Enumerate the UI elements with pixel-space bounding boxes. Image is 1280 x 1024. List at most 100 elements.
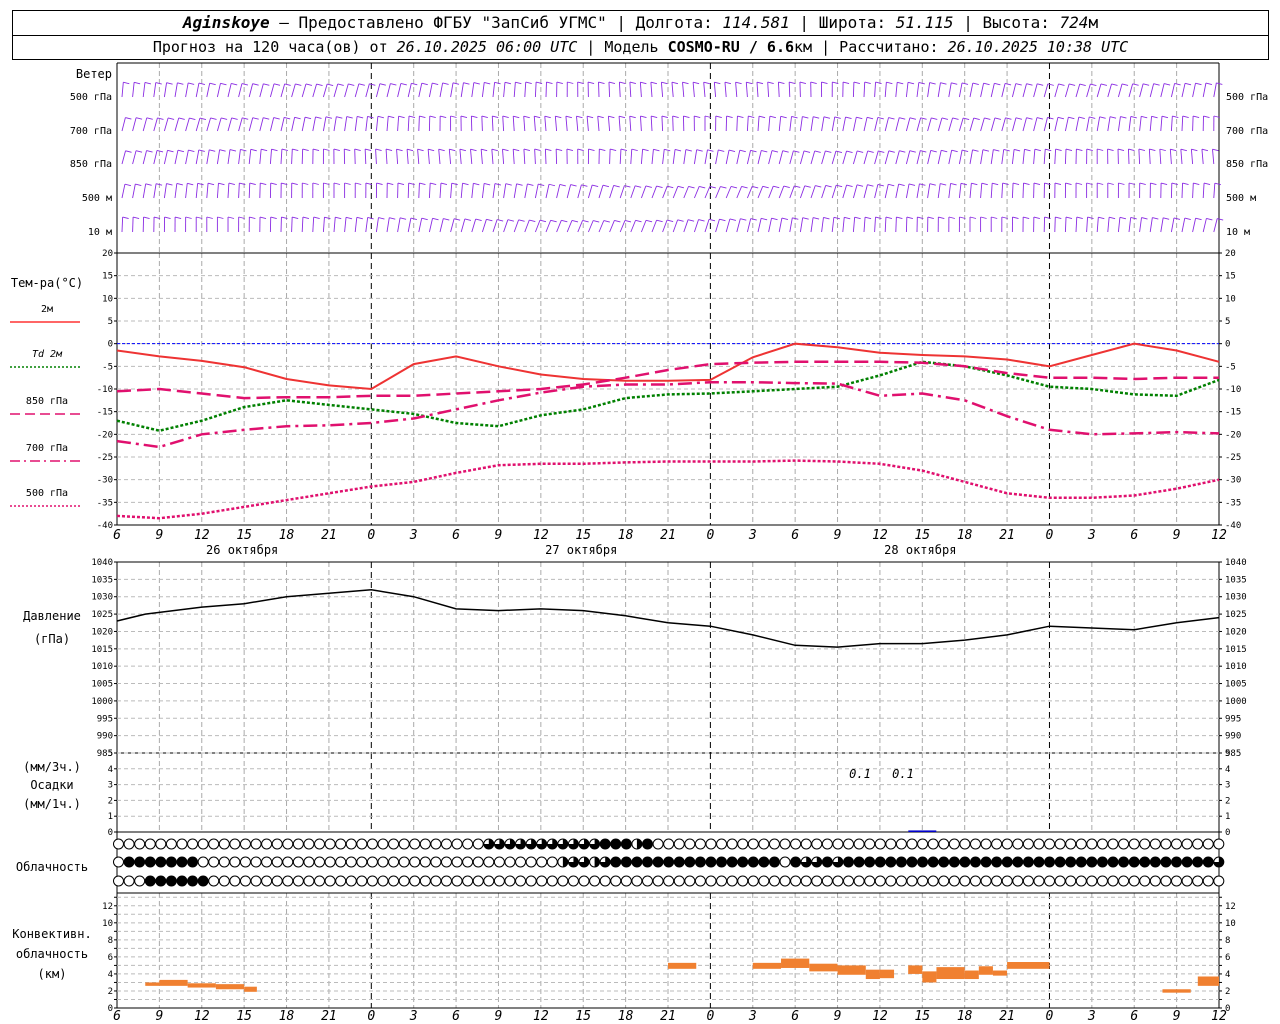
cloud-circle (959, 838, 971, 850)
cloud-circle (599, 875, 611, 887)
cloud-circle (451, 875, 463, 887)
x-tick-label: 21 (660, 1009, 676, 1024)
wind-barb (1160, 116, 1163, 132)
wind-barb (385, 149, 388, 165)
wind-barb-flag (1195, 82, 1202, 86)
wind-barb-flag (815, 185, 822, 188)
wind-barb-flag (324, 216, 331, 220)
x-tick-label: 9 (495, 1009, 503, 1024)
wind-barb (163, 82, 168, 98)
wind-barb (545, 184, 550, 199)
wind-barb (1117, 83, 1123, 98)
cloud-circle (409, 838, 421, 850)
wind-barb (407, 217, 412, 233)
wind-barb (715, 149, 719, 165)
conv-title-c: (км) (38, 967, 67, 981)
x-tick-label: 21 (660, 528, 676, 543)
conv-cloud-bar (978, 966, 993, 975)
wind-barb-flag (231, 82, 238, 86)
wind-barb-flag (281, 216, 288, 219)
wind-barb (227, 117, 233, 132)
wind-barb-flag (1065, 216, 1073, 219)
wind-barb-flag (661, 115, 669, 119)
wind-barb (789, 150, 794, 165)
x-tick-label: 3 (1087, 1009, 1096, 1024)
wind-barb-flag (1143, 83, 1150, 86)
wind-barb-flag (513, 115, 520, 119)
wind-barb-flag (345, 216, 353, 220)
wind-barb-flag (980, 216, 987, 219)
wind-barb-flag (534, 148, 541, 152)
wind-barb (597, 116, 600, 132)
wind-barb-flag (164, 216, 171, 219)
wind-barb-flag (313, 216, 320, 220)
cloud-circle (726, 838, 738, 850)
wind-barb-flag (1013, 148, 1021, 152)
wind-barb (1107, 83, 1112, 98)
forecast-text: Прогноз на 120 часа(ов) от (152, 38, 397, 56)
wind-barb-flag (1206, 217, 1213, 221)
wind-barb (704, 219, 710, 233)
wind-level-label: 850 гПа (70, 159, 112, 170)
y-tick-label: 4 (1225, 765, 1230, 775)
wind-barb (417, 149, 420, 165)
y-tick-label: 995 (1225, 714, 1241, 724)
wind-barb (980, 149, 984, 165)
wind-barb (736, 116, 738, 132)
wind-barb-flag (481, 148, 488, 152)
wind-barb-flag (397, 182, 405, 185)
wind-barb-flag (356, 116, 364, 119)
wind-barb-flag (602, 184, 610, 188)
wind-barb (1022, 83, 1027, 98)
wind-barb-flag (1069, 83, 1076, 86)
cloud-circle-fill (1160, 857, 1171, 867)
wind-barb (736, 150, 741, 165)
wind-barb (322, 116, 327, 132)
wind-barb (291, 83, 296, 98)
wind-barb-flag (941, 149, 948, 153)
y-tick-label: 15 (102, 272, 113, 282)
wind-barb (736, 186, 743, 199)
wind-barb (1075, 217, 1078, 233)
cloud-circle (874, 838, 886, 850)
cloud-circle (1022, 838, 1034, 850)
wind-barb (163, 150, 168, 165)
wind-barb-flag (471, 115, 478, 118)
x-tick-label: 18 (618, 528, 634, 543)
wind-barb-flag (576, 115, 583, 119)
wind-barb (863, 217, 866, 233)
wind-barb-flag (1151, 115, 1158, 119)
wind-barb (439, 183, 442, 199)
wind-barb (142, 150, 147, 165)
conv-cloud-bar (752, 962, 782, 969)
y-tick-label: 1035 (1225, 575, 1247, 585)
wind-barb-flag (597, 115, 604, 119)
wind-barb-flag (494, 183, 502, 186)
wind-barb-flag (124, 183, 132, 187)
wind-barb (502, 116, 505, 132)
wind-barb-flag (610, 148, 617, 151)
wind-title: Ветер (76, 67, 112, 81)
wind-barb (704, 186, 711, 199)
wind-barb (227, 83, 232, 98)
wind-barb-flag (250, 148, 257, 152)
wind-barb-flag (789, 81, 796, 84)
y-tick-label: 0 (108, 1004, 113, 1014)
wind-barb (460, 82, 464, 98)
cloud-circle (938, 875, 950, 887)
wind-barb (969, 149, 973, 165)
cloud-circle (472, 838, 484, 850)
wind-barb (821, 150, 826, 165)
cloud-circle (1171, 838, 1182, 850)
wind-barb-flag (719, 218, 726, 222)
conv-cloud-bar (1007, 962, 1050, 969)
wind-barb-flag (312, 182, 319, 185)
cloud-circle (948, 838, 960, 850)
cloud-circle-fill (642, 857, 653, 867)
wind-barb-flag (207, 182, 215, 186)
cloud-circle (303, 856, 315, 868)
wind-barb (1117, 116, 1121, 132)
wind-barb-flag (961, 149, 969, 152)
wind-barb (746, 186, 753, 199)
cloud-circle (388, 856, 400, 868)
